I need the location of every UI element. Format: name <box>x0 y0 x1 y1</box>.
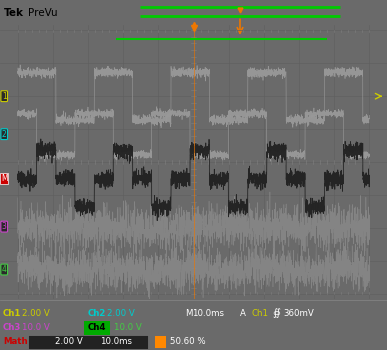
Text: 1: 1 <box>2 92 7 101</box>
Text: 10.0ms: 10.0ms <box>192 309 224 318</box>
FancyBboxPatch shape <box>155 336 166 348</box>
Text: Math: Math <box>3 337 27 346</box>
Text: Tek: Tek <box>4 8 24 18</box>
Text: M: M <box>1 174 7 183</box>
Text: 10.0 V: 10.0 V <box>22 323 50 332</box>
Text: 10.0ms: 10.0ms <box>100 337 132 346</box>
Text: Ch2: Ch2 <box>88 309 106 318</box>
FancyBboxPatch shape <box>28 335 148 349</box>
Text: 2.00 V: 2.00 V <box>55 337 83 346</box>
Text: ∯: ∯ <box>272 308 280 319</box>
Text: 3: 3 <box>2 222 7 231</box>
Text: 2: 2 <box>2 130 7 139</box>
Text: Ch4: Ch4 <box>88 323 106 332</box>
Text: Ch3: Ch3 <box>3 323 21 332</box>
Text: 10.0 V: 10.0 V <box>114 323 142 332</box>
Text: M: M <box>185 309 192 318</box>
Text: Ch1: Ch1 <box>3 309 21 318</box>
Text: 2.00 V: 2.00 V <box>22 309 50 318</box>
Text: 50.60 %: 50.60 % <box>170 337 205 346</box>
Text: A: A <box>240 309 246 318</box>
Text: 4: 4 <box>2 265 7 274</box>
Text: Ch1: Ch1 <box>252 309 269 318</box>
FancyBboxPatch shape <box>84 321 110 335</box>
Text: 2.00 V: 2.00 V <box>107 309 135 318</box>
Text: 360mV: 360mV <box>283 309 314 318</box>
Text: PreVu: PreVu <box>28 8 58 18</box>
